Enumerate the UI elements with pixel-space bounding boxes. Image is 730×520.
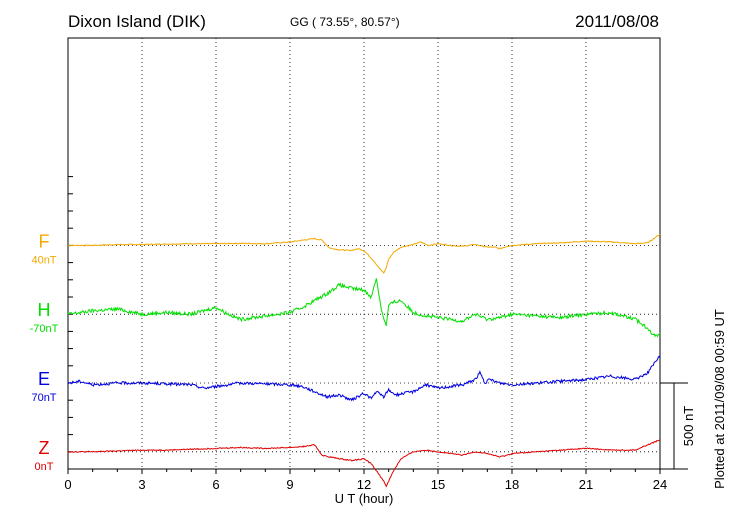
chart-date: 2011/08/08: [575, 12, 659, 31]
x-tick-label: 12: [357, 477, 371, 492]
station-coordinates: GG ( 73.55°, 80.57°): [290, 15, 400, 29]
series-line-h: [67, 278, 661, 338]
x-axis-label: U T (hour): [335, 491, 394, 506]
x-tick-label: 3: [138, 477, 145, 492]
series-lines: [67, 233, 661, 488]
x-tick-label: 6: [212, 477, 219, 492]
x-tick-label: 18: [505, 477, 519, 492]
series-name-f: F: [39, 231, 50, 251]
series-name-e: E: [38, 369, 50, 389]
series-name-h: H: [38, 300, 51, 320]
series-baseline-z: 0nT: [35, 461, 54, 473]
axis-ticks: 0 3 6 9 12 15 18 21 24: [64, 176, 667, 492]
series-line-e: [67, 355, 661, 402]
series-baseline-f: 40nT: [31, 254, 56, 266]
scale-bar: [660, 382, 688, 470]
scale-bar-label: 500 nT: [681, 406, 696, 447]
series-labels: F 40nT H -70nT E 70nT Z 0nT: [30, 231, 59, 472]
x-tick-label: 15: [431, 477, 445, 492]
series-baseline-e: 70nT: [31, 392, 56, 404]
series-name-z: Z: [39, 438, 50, 458]
series-line-z: [67, 439, 661, 488]
series-line-f: [67, 233, 661, 274]
x-tick-label: 24: [653, 477, 667, 492]
x-tick-label: 21: [579, 477, 593, 492]
x-tick-label: 9: [286, 477, 293, 492]
plotted-timestamp: Plotted at 2011/09/08 00:59 UT: [712, 309, 727, 489]
station-title: Dixon Island (DIK): [68, 12, 206, 31]
series-baseline-h: -70nT: [30, 323, 59, 335]
x-tick-label: 0: [64, 477, 71, 492]
grid-lines: [68, 38, 660, 469]
